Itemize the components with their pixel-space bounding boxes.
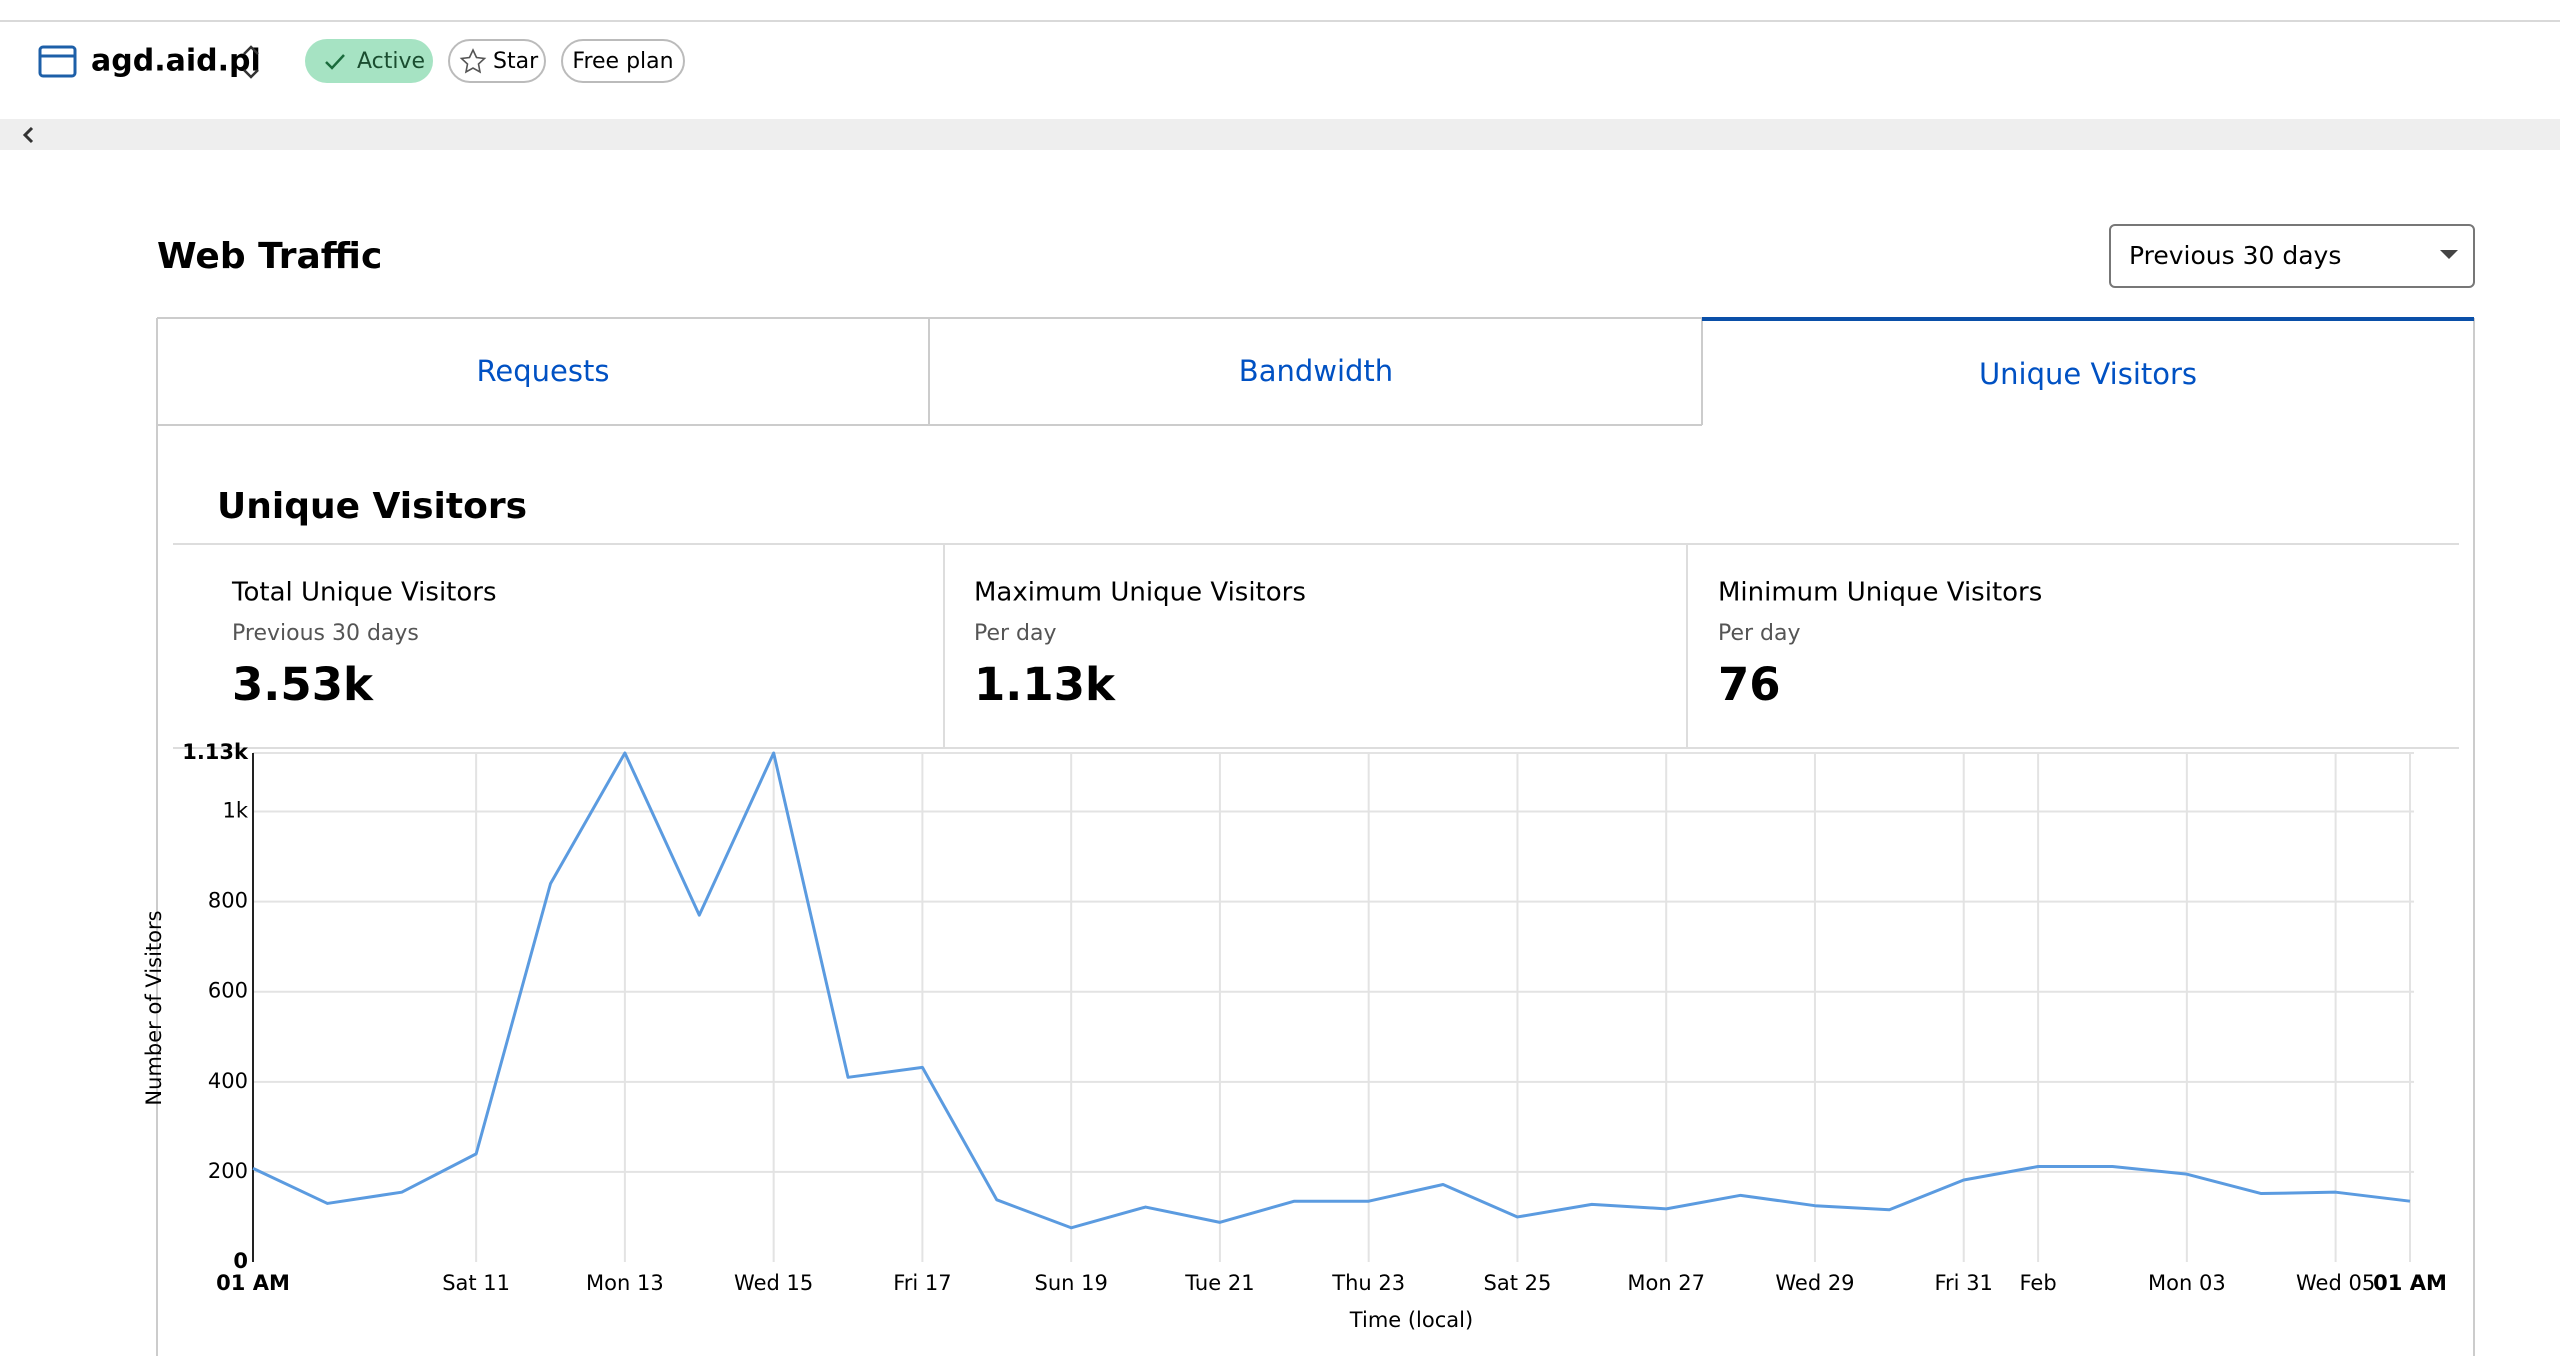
y-tick-label: 1.13k (182, 740, 249, 764)
stat-label: Minimum Unique Visitors (1718, 578, 2042, 608)
active-tab-indicator (1702, 317, 2474, 321)
sidebar-bar (0, 119, 2560, 150)
page-title: Web Traffic (157, 236, 382, 277)
y-tick-label: 600 (208, 979, 248, 1003)
star-icon (459, 48, 487, 74)
x-tick-label: Mon 03 (2148, 1271, 2226, 1295)
status-badge (305, 39, 433, 83)
x-tick-label: Feb (2020, 1271, 2057, 1295)
x-tick-label: Mon 27 (1627, 1271, 1705, 1295)
site-icon (38, 45, 77, 78)
panel-border (156, 317, 2475, 1356)
x-tick-label: Sat 11 (442, 1271, 510, 1295)
stat-value: 3.53k (232, 658, 374, 711)
range-text[interactable]: Previous 30 days (2129, 241, 2341, 270)
range-select[interactable] (2109, 224, 2475, 288)
collapse-button[interactable] (22, 126, 34, 144)
stat-value: 1.13k (974, 658, 1116, 711)
x-tick-label: Wed 15 (734, 1271, 813, 1295)
x-tick-label: Thu 23 (1331, 1271, 1405, 1295)
x-tick-label: 01 AM (216, 1271, 290, 1295)
x-tick-label: Fri 31 (1935, 1271, 1993, 1295)
x-tick-label: Mon 13 (586, 1271, 664, 1295)
stat-sub: Previous 30 days (232, 621, 419, 646)
stat-sub: Per day (974, 621, 1057, 646)
tab[interactable]: Bandwidth (1239, 354, 1393, 388)
stat-sub: Per day (1718, 621, 1801, 646)
stat-label: Maximum Unique Visitors (974, 578, 1306, 608)
line (252, 751, 2411, 1230)
y-tick-label: 1k (222, 799, 248, 823)
x-tick-label: 01 AM (2373, 1271, 2447, 1295)
stats-border (173, 543, 2459, 749)
check-icon (325, 54, 345, 70)
y-tick-label: 400 (208, 1069, 248, 1093)
plan-text: Free plan (572, 49, 673, 74)
stat-label: Total Unique Visitors (231, 578, 497, 608)
x-tick-label: Tue 21 (1184, 1271, 1254, 1295)
y-tick-label: 0 (233, 1249, 248, 1273)
tab-active[interactable]: Unique Visitors (1979, 357, 2197, 391)
x-tick-label: Fri 17 (893, 1271, 951, 1295)
status-text: Active (357, 49, 425, 74)
y-tick-label: 200 (208, 1159, 248, 1183)
tab[interactable]: Requests (477, 354, 610, 388)
star-text[interactable]: Star (493, 49, 539, 74)
site-switcher[interactable] (243, 45, 259, 79)
x-tick-label: Sat 25 (1484, 1271, 1552, 1295)
plan-badge (561, 39, 685, 83)
x-tick-label: Sun 19 (1034, 1271, 1107, 1295)
x-tick-label: Wed 05 (2296, 1271, 2375, 1295)
site-name[interactable]: agd.aid.pl (91, 44, 261, 79)
stat-value: 76 (1718, 658, 1781, 711)
x-axis-title: Time (local) (1349, 1308, 1473, 1332)
x-tick-label: Wed 29 (1775, 1271, 1854, 1295)
y-axis-title: Number of Visitors (142, 910, 166, 1105)
dropdown-arrow (2440, 250, 2458, 259)
panel-title: Unique Visitors (217, 486, 527, 527)
y-tick-label: 800 (208, 889, 248, 913)
